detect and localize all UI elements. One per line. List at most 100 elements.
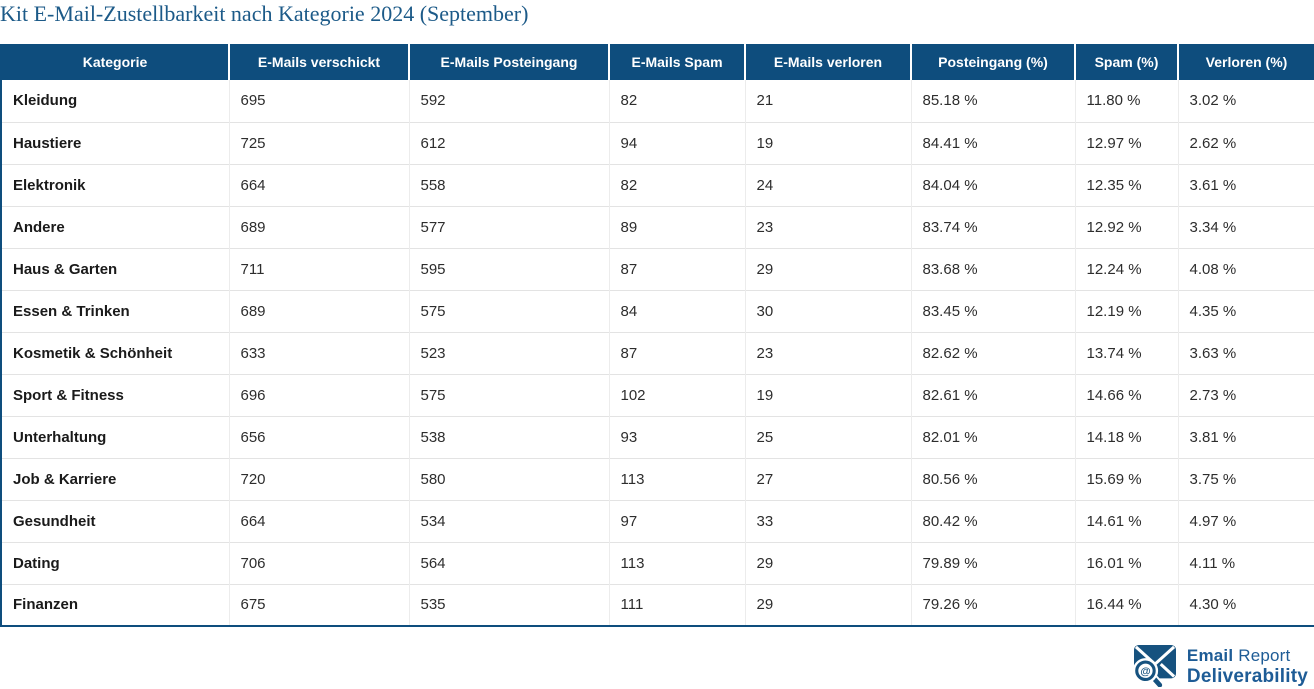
value-cell: 87 [608,247,745,290]
column-header: E-Mails verschickt [228,44,409,80]
value-cell: 12.97 % [1074,121,1178,164]
category-cell: Finanzen [1,583,229,626]
value-cell: 82.61 % [910,373,1075,416]
table-row: Kleidung 695 592 82 21 85.18 % 11.80 % 3.02 % [1,80,1314,122]
column-header: E-Mails verloren [744,44,911,80]
category-cell: Haus & Garten [1,247,229,290]
value-cell: 16.44 % [1074,583,1178,626]
table-row: Haustiere 725 612 94 19 84.41 % 12.97 % 2.62 % [1,121,1314,164]
value-cell: 102 [608,373,745,416]
value-cell: 575 [408,373,609,416]
value-cell: 33 [744,499,911,542]
value-cell: 79.89 % [910,541,1075,584]
value-cell: 29 [744,247,911,290]
table-row: Sport & Fitness 696 575 102 19 82.61 % 14.66 %… [1,373,1314,416]
category-cell: Elektronik [1,163,229,206]
value-cell: 3.02 % [1177,80,1314,122]
table-header-row: Kategorie E-Mails verschickt E-Mails Poste… [1,44,1314,80]
brand-word-email: Email [1186,645,1234,665]
value-cell: 80.42 % [910,499,1075,542]
value-cell: 29 [744,541,911,584]
value-cell: 706 [228,541,409,584]
value-cell: 3.81 % [1177,415,1314,458]
value-cell: 695 [228,80,409,122]
category-cell: Kleidung [1,80,229,122]
value-cell: 4.08 % [1177,247,1314,290]
value-cell: 4.97 % [1177,499,1314,542]
brand-text: Email Report Deliverability [1187,647,1308,686]
value-cell: 534 [408,499,609,542]
category-cell: Dating [1,541,229,584]
value-cell: 675 [228,583,409,626]
value-cell: 14.18 % [1074,415,1178,458]
category-cell: Essen & Trinken [1,289,229,332]
value-cell: 696 [228,373,409,416]
value-cell: 3.34 % [1177,205,1314,248]
category-cell: Unterhaltung [1,415,229,458]
value-cell: 15.69 % [1074,457,1178,500]
table-row: Unterhaltung 656 538 93 25 82.01 % 14.18 % 3.81… [1,415,1314,458]
value-cell: 113 [608,541,745,584]
value-cell: 94 [608,121,745,164]
value-cell: 82.01 % [910,415,1075,458]
table-row: Essen & Trinken 689 575 84 30 83.45 % 12.19 % 4… [1,289,1314,332]
table-row: Gesundheit 664 534 97 33 80.42 % 14.61 % 4.97 % [1,499,1314,542]
value-cell: 14.66 % [1074,373,1178,416]
value-cell: 3.61 % [1177,163,1314,206]
value-cell: 27 [744,457,911,500]
value-cell: 25 [744,415,911,458]
value-cell: 83.45 % [910,289,1075,332]
value-cell: 535 [408,583,609,626]
value-cell: 4.11 % [1177,541,1314,584]
value-cell: 23 [744,205,911,248]
value-cell: 83.68 % [910,247,1075,290]
category-cell: Kosmetik & Schönheit [1,331,229,374]
column-header: Verloren (%) [1177,44,1314,80]
value-cell: 664 [228,163,409,206]
value-cell: 4.35 % [1177,289,1314,332]
value-cell: 30 [744,289,911,332]
value-cell: 3.75 % [1177,457,1314,500]
value-cell: 558 [408,163,609,206]
column-header: E-Mails Spam [608,44,745,80]
value-cell: 725 [228,121,409,164]
value-cell: 79.26 % [910,583,1075,626]
value-cell: 12.35 % [1074,163,1178,206]
envelope-magnifier-icon: @ [1132,645,1176,687]
value-cell: 4.30 % [1177,583,1314,626]
brand-logo[interactable]: @ Email Report Deliverability [1132,645,1308,687]
page-title: Kit E-Mail-Zustellbarkeit nach Kategorie… [0,1,529,26]
table-row: Haus & Garten 711 595 87 29 83.68 % 12.24 % 4.0… [1,247,1314,290]
value-cell: 575 [408,289,609,332]
svg-text:@: @ [1140,666,1150,678]
value-cell: 82 [608,80,745,122]
value-cell: 21 [744,80,911,122]
value-cell: 16.01 % [1074,541,1178,584]
table-row: Finanzen 675 535 111 29 79.26 % 16.44 % 4.30 % [1,583,1314,626]
value-cell: 85.18 % [910,80,1075,122]
value-cell: 711 [228,247,409,290]
value-cell: 113 [608,457,745,500]
value-cell: 2.73 % [1177,373,1314,416]
value-cell: 577 [408,205,609,248]
value-cell: 564 [408,541,609,584]
value-cell: 82.62 % [910,331,1075,374]
column-header: E-Mails Posteingang [408,44,609,80]
value-cell: 111 [608,583,745,626]
column-header: Spam (%) [1074,44,1178,80]
value-cell: 12.19 % [1074,289,1178,332]
value-cell: 11.80 % [1074,80,1178,122]
category-cell: Job & Karriere [1,457,229,500]
brand-line1: Email Report [1187,647,1308,664]
value-cell: 523 [408,331,609,374]
value-cell: 538 [408,415,609,458]
value-cell: 89 [608,205,745,248]
value-cell: 12.24 % [1074,247,1178,290]
value-cell: 19 [744,373,911,416]
value-cell: 19 [744,121,911,164]
value-cell: 13.74 % [1074,331,1178,374]
value-cell: 580 [408,457,609,500]
value-cell: 80.56 % [910,457,1075,500]
value-cell: 14.61 % [1074,499,1178,542]
